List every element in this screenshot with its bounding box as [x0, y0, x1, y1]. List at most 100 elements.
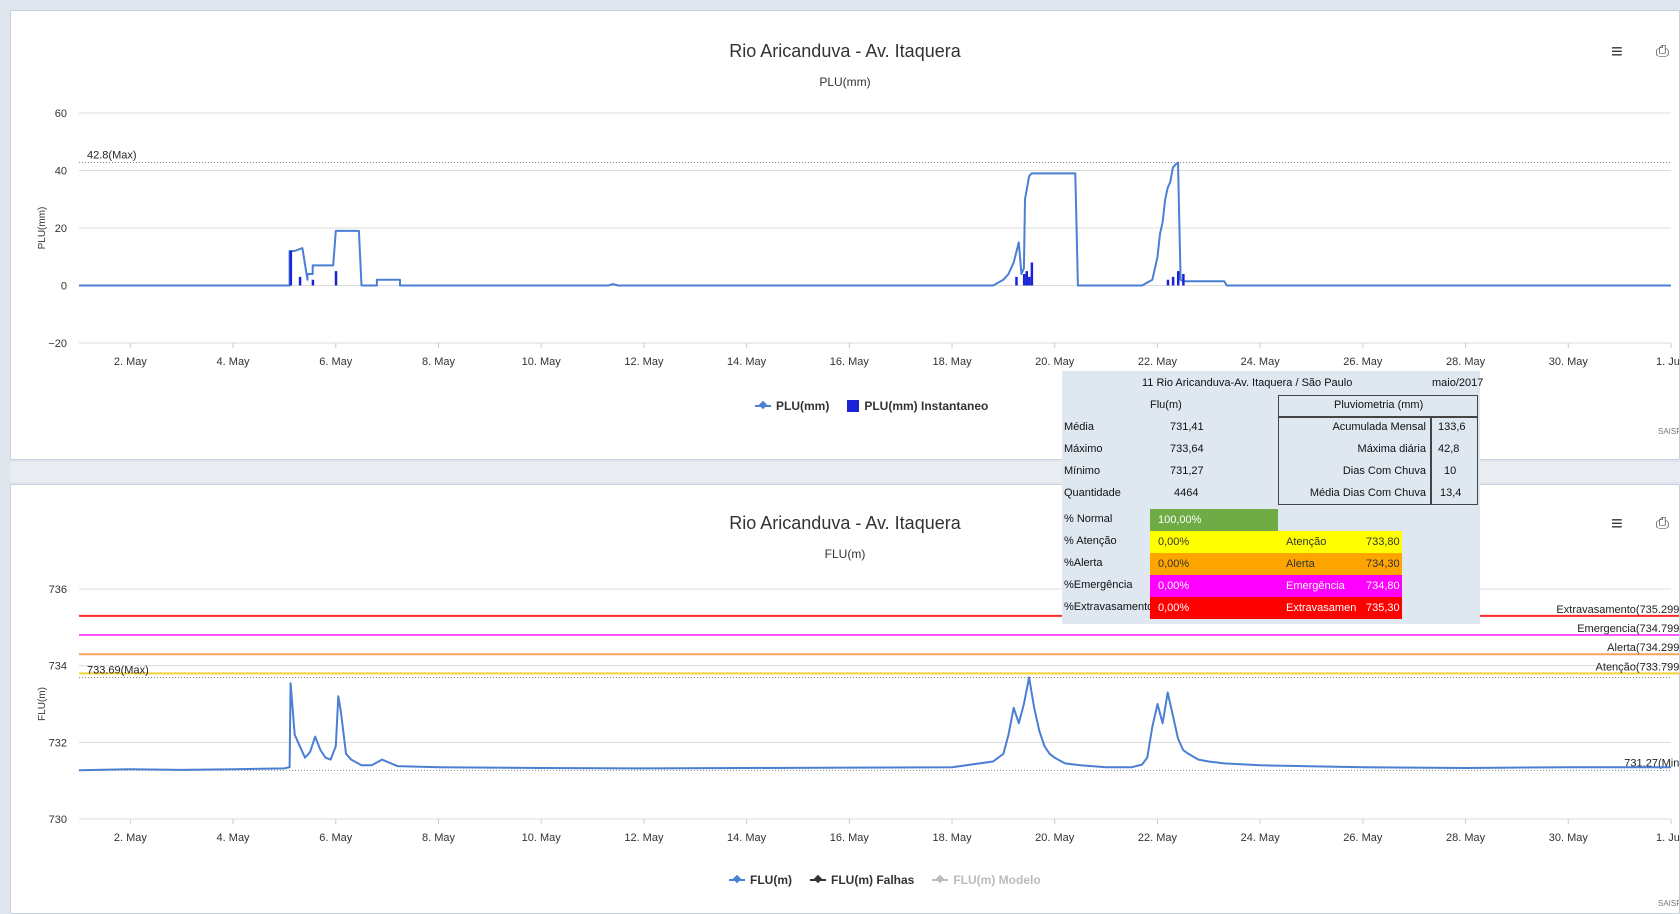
- instant-bar: [1015, 276, 1018, 286]
- level-label: % Atenção: [1064, 535, 1117, 547]
- print-icon[interactable]: ⎙: [1656, 515, 1669, 532]
- y-tick-label: 20: [55, 223, 67, 235]
- y-tick-label: 736: [49, 584, 67, 596]
- x-tick-label: 4. May: [217, 356, 251, 368]
- chart-title: Rio Aricanduva - Av. Itaquera: [729, 41, 961, 61]
- chart-subtitle: FLU(m): [824, 547, 866, 561]
- stat-value: 731,41: [1170, 421, 1204, 433]
- y-tick-label: −20: [48, 338, 67, 350]
- pluvio-label: Média Dias Com Chuva: [1309, 487, 1426, 499]
- level-label: %Extravasamento: [1064, 601, 1154, 613]
- stat-value: 733,64: [1170, 443, 1204, 455]
- y-tick-label: 60: [55, 108, 67, 120]
- legend-item-plu[interactable]: PLU(mm): [755, 399, 829, 413]
- pluvio-label: Dias Com Chuva: [1342, 465, 1426, 477]
- plu-chart-panel: Rio Aricanduva - Av. Itaquera PLU(mm) ≡ …: [10, 10, 1680, 460]
- x-tick-label: 28. May: [1446, 356, 1486, 368]
- level-percent: 0,00%: [1150, 597, 1278, 619]
- level-percent: 100,00%: [1150, 509, 1278, 531]
- instant-bar: [1182, 274, 1185, 286]
- line-marker-icon: [729, 879, 745, 881]
- legend-label: FLU(m): [750, 873, 792, 887]
- stat-value: 731,27: [1170, 465, 1204, 477]
- instant-bar: [1171, 276, 1175, 286]
- instant-bar: [334, 271, 338, 286]
- x-tick-label: 24. May: [1241, 356, 1281, 368]
- x-tick-label: 6. May: [319, 832, 353, 844]
- y-tick-label: 0: [61, 281, 67, 293]
- x-tick-label: 20. May: [1035, 356, 1075, 368]
- stat-label: Média: [1064, 421, 1094, 433]
- line-marker-icon: [810, 879, 826, 881]
- level-percent: 0,00%: [1150, 531, 1278, 553]
- hamburger-menu-icon[interactable]: ≡: [1611, 41, 1623, 63]
- legend-item-flu-falhas[interactable]: FLU(m) Falhas: [810, 873, 914, 887]
- legend-item-plu-instantaneo[interactable]: PLU(mm) Instantaneo: [847, 399, 988, 413]
- level-label: %Alerta: [1064, 557, 1103, 569]
- hamburger-menu-icon[interactable]: ≡: [1611, 513, 1623, 535]
- threshold-label: Alerta(734.299): [1607, 642, 1680, 654]
- pluvio-value: 42,8: [1438, 443, 1460, 455]
- print-icon[interactable]: ⎙: [1656, 43, 1669, 60]
- x-tick-label: 18. May: [932, 832, 972, 844]
- x-tick-label: 14. May: [727, 832, 767, 844]
- x-tick-label: 2. May: [114, 356, 148, 368]
- flu-column-header: Flu(m): [1150, 399, 1182, 411]
- pluvio-header-box: [1278, 395, 1478, 417]
- stat-value: 4464: [1174, 487, 1199, 499]
- x-tick-label: 26. May: [1343, 832, 1383, 844]
- legend-label: PLU(mm) Instantaneo: [864, 399, 989, 413]
- instant-bar: [1030, 262, 1034, 286]
- line-marker-icon: [932, 879, 949, 881]
- level-threshold: 734,30: [1362, 553, 1402, 575]
- pluvio-label: Acumulada Mensal: [1332, 421, 1426, 433]
- x-tick-label: 22. May: [1138, 356, 1178, 368]
- flu-chart-svg: 736 734 732 730 FLU(m) 2. May 4. May 6. May 8. M…: [37, 584, 1680, 844]
- stat-label: Quantidade: [1064, 487, 1121, 499]
- threshold-label: Emergencia(734.799): [1577, 623, 1680, 635]
- instant-bar: [1025, 271, 1028, 286]
- threshold-label: Atenção(733.799): [1596, 661, 1680, 673]
- chart-legend: FLU(m) FLU(m) Falhas FLU(m) Modelo: [729, 873, 1041, 887]
- stats-table: 11 Rio Aricanduva-Av. Itaquera / São Pau…: [1062, 371, 1484, 624]
- x-tick-label: 26. May: [1343, 356, 1383, 368]
- series-line: [79, 161, 1671, 287]
- level-percent: 0,00%: [1150, 553, 1278, 575]
- level-threshold: 734,80: [1362, 575, 1402, 597]
- y-tick-label: 40: [55, 166, 67, 178]
- pluvio-box: [1278, 417, 1478, 505]
- level-threshold: 733,80: [1362, 531, 1402, 553]
- x-tick-label: 24. May: [1241, 832, 1281, 844]
- legend-label: FLU(m) Modelo: [953, 873, 1041, 887]
- legend-item-flu-modelo[interactable]: FLU(m) Modelo: [932, 873, 1041, 887]
- stats-header: 11 Rio Aricanduva-Av. Itaquera / São Pau…: [1142, 377, 1353, 389]
- bar-marker-icon: [847, 400, 860, 412]
- x-tick-label: 30. May: [1549, 356, 1589, 368]
- x-tick-label: 2. May: [114, 832, 148, 844]
- y-axis-title: FLU(m): [37, 687, 48, 721]
- chart-subtitle: PLU(mm): [819, 75, 871, 89]
- legend-item-flu[interactable]: FLU(m): [729, 873, 792, 887]
- max-label: 42.8(Max): [87, 149, 137, 161]
- legend-label: FLU(m) Falhas: [831, 873, 915, 887]
- y-axis-title: PLU(mm): [37, 207, 48, 250]
- line-marker-icon: [755, 405, 771, 407]
- chart-title: Rio Aricanduva - Av. Itaquera: [729, 513, 961, 533]
- series-line: [78, 676, 1671, 772]
- pluvio-value: 10: [1444, 465, 1457, 477]
- pluvio-value: 133,6: [1438, 421, 1466, 433]
- pluvio-header: Pluviometria (mm): [1334, 399, 1424, 411]
- level-label: %Emergência: [1064, 579, 1133, 591]
- x-tick-label: 8. May: [422, 356, 456, 368]
- pluvio-value: 13,4: [1440, 487, 1462, 499]
- instant-bar: [1176, 271, 1180, 286]
- stats-month: maio/2017: [1432, 377, 1484, 389]
- chart-credits[interactable]: SAISP: [1658, 427, 1680, 436]
- chart-legend: PLU(mm) PLU(mm) Instantaneo: [755, 399, 988, 413]
- y-tick-label: 732: [49, 737, 67, 749]
- chart-credits[interactable]: SAISP: [1658, 899, 1680, 908]
- x-tick-label: 8. May: [422, 832, 456, 844]
- x-tick-label: 14. May: [727, 356, 767, 368]
- x-tick-label: 16. May: [830, 832, 870, 844]
- x-tick-label: 22. May: [1138, 832, 1178, 844]
